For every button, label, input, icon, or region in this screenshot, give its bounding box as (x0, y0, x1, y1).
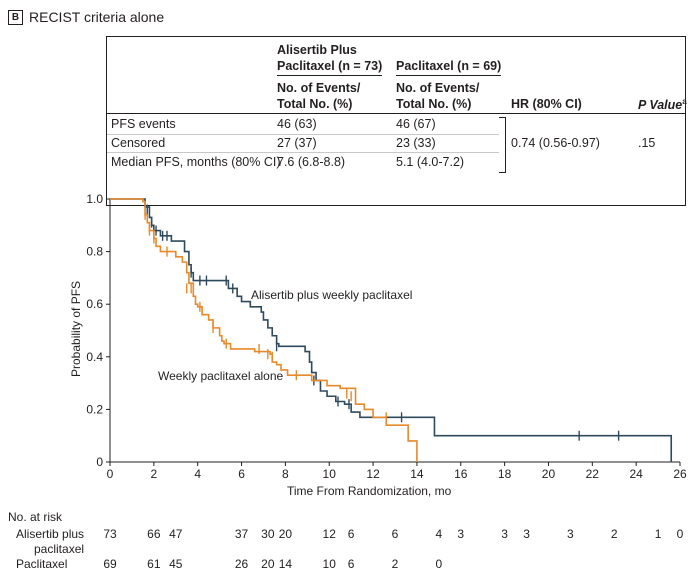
annotation-alisertib: Alisertib plus weekly paclitaxel (251, 288, 412, 302)
risk-value: 4 (435, 527, 443, 541)
risk-value: 12 (322, 527, 336, 541)
panel-letter: B (8, 9, 23, 25)
y-tick-label: 1.0 (86, 192, 103, 206)
risk-value: 3 (523, 527, 530, 541)
risk-value: 14 (278, 557, 293, 571)
hr-header: HR (80% CI) (511, 97, 582, 111)
annotation-paclitaxel: Weekly paclitaxel alone (158, 369, 284, 383)
row-pfs-events-g2: 46 (67) (396, 117, 436, 131)
risk-value: 47 (169, 527, 183, 541)
x-tick-label: 6 (238, 467, 245, 481)
summary-table: Alisertib Plus Paclitaxel (n = 73) Pacli… (106, 36, 687, 206)
hr-value: 0.74 (0.56-0.97) (511, 136, 600, 150)
x-tick-label: 0 (107, 467, 114, 481)
risk-value: 0 (676, 527, 684, 541)
row-median-g2: 5.1 (4.0-7.2) (396, 155, 465, 169)
row-censored-g2: 23 (33) (396, 136, 436, 150)
group1-header-line2: Paclitaxel (n = 73) (277, 59, 383, 76)
risk-value: 6 (347, 527, 355, 541)
p-value: .15 (638, 136, 656, 150)
x-tick-label: 26 (673, 467, 687, 481)
risk-value: 10 (322, 557, 336, 571)
risk-value: 3 (501, 527, 508, 541)
group2-sub-header-line1: No. of Events/ (396, 81, 480, 95)
row-pfs-events-g1: 46 (63) (277, 117, 317, 131)
risk-value: 45 (169, 557, 183, 571)
group1-sub-header-line2: Total No. (%) (277, 97, 353, 111)
risk-value: 30 (261, 527, 275, 541)
risk-value: 20 (261, 557, 275, 571)
x-tick-label: 2 (151, 467, 158, 481)
risk-value: 2 (391, 557, 399, 571)
risk-value: 0 (435, 557, 443, 571)
risk-value: 66 (147, 527, 161, 541)
risk-value: 73 (103, 527, 117, 541)
risk-value: 2 (610, 527, 618, 541)
x-tick-label: 4 (194, 467, 201, 481)
row-censored-label: Censored (111, 136, 166, 150)
series-line-2 (110, 198, 418, 462)
risk-row2-label: Paclitaxel (16, 557, 68, 571)
y-tick-label: 0.8 (86, 245, 103, 259)
bracket (499, 117, 506, 173)
risk-value: 26 (234, 557, 249, 571)
x-tick-label: 10 (323, 467, 337, 481)
row-censored-g1: 27 (37) (277, 136, 317, 150)
risk-value: 6 (347, 557, 355, 571)
x-tick-label: 14 (410, 467, 424, 481)
risk-value: 1 (654, 527, 662, 541)
risk-value: 6 (391, 527, 399, 541)
risk-value: 3 (457, 527, 465, 541)
risk-value: 61 (147, 557, 161, 571)
risk-row1-label-line1: Alisertib plus (16, 527, 85, 541)
y-tick-label: 0.4 (86, 350, 103, 364)
risk-value: 37 (234, 527, 249, 541)
risk-value: 3 (567, 527, 574, 541)
group2-header: Paclitaxel (n = 69) (396, 59, 502, 76)
risk-table-title: No. at risk (8, 510, 63, 524)
x-tick-label: 18 (498, 467, 512, 481)
x-tick-label: 24 (629, 467, 643, 481)
chart-curves (110, 198, 673, 462)
x-tick-label: 16 (454, 467, 468, 481)
risk-value: 20 (278, 527, 293, 541)
y-tick-label: 0.6 (86, 297, 103, 311)
x-tick-label: 20 (542, 467, 556, 481)
group2-sub-header-line2: Total No. (%) (396, 97, 472, 111)
panel-title: RECIST criteria alone (29, 9, 165, 25)
y-tick-label: 0.2 (86, 402, 103, 416)
row-median-g1: 7.6 (6.8-8.8) (277, 155, 346, 169)
x-axis-label: Time From Randomization, mo (287, 484, 452, 498)
series-line-1 (110, 198, 673, 462)
panel-header: B RECIST criteria alone (8, 8, 164, 26)
row-median-label: Median PFS, months (80% CI) (111, 155, 281, 169)
x-tick-label: 8 (282, 467, 289, 481)
y-axis-label: Probability of PFS (69, 281, 83, 377)
x-tick-label: 12 (366, 467, 380, 481)
group1-header-line1: Alisertib Plus (277, 43, 357, 57)
group1-sub-header-line1: No. of Events/ (277, 81, 361, 95)
x-tick-label: 22 (586, 467, 600, 481)
risk-row1-label-line2: paclitaxel (34, 542, 85, 556)
row-pfs-events-label: PFS events (111, 117, 176, 131)
p-value-header: P Valuea (638, 97, 687, 113)
risk-value: 69 (103, 557, 117, 571)
y-tick-label: 0 (96, 455, 103, 469)
